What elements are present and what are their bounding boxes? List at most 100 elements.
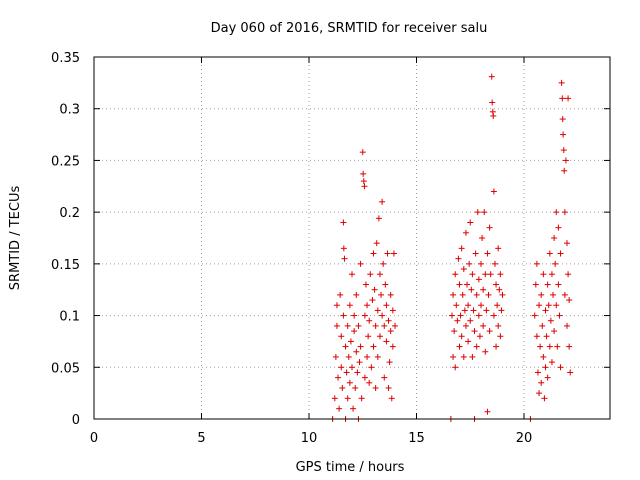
data-point bbox=[567, 369, 574, 376]
data-point bbox=[385, 384, 392, 391]
data-point bbox=[459, 291, 466, 298]
data-point bbox=[453, 302, 460, 309]
data-point bbox=[357, 260, 364, 267]
data-point bbox=[494, 302, 501, 309]
data-point bbox=[553, 302, 560, 309]
data-point bbox=[462, 229, 469, 236]
data-point bbox=[374, 353, 381, 360]
data-point bbox=[542, 307, 549, 314]
data-point bbox=[545, 302, 552, 309]
y-tick-label: 0.25 bbox=[51, 154, 80, 169]
data-point bbox=[452, 364, 459, 371]
data-point bbox=[366, 379, 373, 386]
data-point bbox=[557, 364, 564, 371]
data-point bbox=[335, 374, 342, 381]
data-point bbox=[343, 369, 350, 376]
data-point bbox=[460, 266, 467, 273]
data-point bbox=[468, 286, 475, 293]
data-point bbox=[464, 281, 471, 288]
data-point bbox=[497, 271, 504, 278]
data-point bbox=[548, 271, 555, 278]
data-point bbox=[392, 322, 398, 329]
data-point bbox=[358, 395, 365, 402]
data-point bbox=[338, 333, 345, 340]
data-point bbox=[462, 322, 469, 329]
data-point bbox=[546, 250, 553, 257]
data-point bbox=[495, 245, 502, 252]
data-point bbox=[344, 395, 351, 402]
data-point bbox=[351, 312, 358, 319]
data-point bbox=[340, 312, 347, 319]
data-point bbox=[339, 384, 346, 391]
data-point bbox=[536, 302, 543, 309]
data-point bbox=[559, 95, 566, 102]
data-point bbox=[484, 408, 491, 415]
data-point bbox=[353, 291, 360, 298]
data-point bbox=[552, 260, 559, 267]
data-point bbox=[452, 271, 459, 278]
data-point bbox=[364, 353, 371, 360]
data-point bbox=[488, 73, 495, 80]
data-point bbox=[551, 235, 558, 241]
data-point bbox=[338, 364, 345, 371]
y-tick-label: 0.35 bbox=[51, 51, 80, 66]
data-point bbox=[561, 167, 568, 174]
data-point bbox=[379, 312, 386, 319]
data-point bbox=[499, 291, 506, 298]
y-tick-label: 0.05 bbox=[51, 361, 80, 376]
x-tick-label: 0 bbox=[90, 431, 98, 446]
data-point bbox=[345, 353, 352, 360]
chart-title: Day 060 of 2016, SRMTID for receiver sal… bbox=[211, 21, 488, 36]
data-point bbox=[473, 291, 480, 298]
data-point bbox=[346, 302, 353, 309]
data-point bbox=[566, 297, 573, 304]
data-point bbox=[481, 209, 488, 216]
axis-ticks bbox=[93, 56, 610, 420]
data-point bbox=[491, 260, 498, 267]
data-point bbox=[450, 353, 457, 360]
data-point bbox=[465, 338, 472, 345]
data-point bbox=[533, 333, 540, 340]
data-point bbox=[531, 312, 538, 319]
data-point bbox=[448, 312, 455, 319]
data-point bbox=[560, 147, 567, 154]
data-point bbox=[555, 224, 562, 231]
data-point bbox=[361, 183, 368, 190]
data-point bbox=[473, 343, 480, 350]
data-point bbox=[474, 209, 481, 216]
data-point bbox=[384, 250, 391, 257]
data-point bbox=[469, 353, 476, 360]
data-point bbox=[341, 255, 348, 262]
x-tick-label: 5 bbox=[197, 431, 205, 446]
data-point bbox=[553, 209, 560, 216]
data-point bbox=[389, 307, 396, 314]
data-point bbox=[458, 333, 465, 340]
data-point bbox=[456, 343, 463, 350]
data-point bbox=[376, 271, 383, 278]
data-point bbox=[558, 79, 565, 86]
data-point bbox=[360, 178, 367, 185]
data-point bbox=[487, 271, 494, 278]
data-point bbox=[458, 245, 465, 252]
data-point bbox=[562, 157, 569, 164]
data-point bbox=[460, 353, 467, 360]
data-point bbox=[333, 322, 340, 329]
data-point bbox=[467, 219, 474, 226]
data-point bbox=[361, 374, 368, 381]
data-point bbox=[482, 271, 489, 278]
data-point bbox=[484, 250, 491, 257]
data-point bbox=[365, 333, 372, 340]
data-point bbox=[381, 374, 388, 381]
data-point bbox=[349, 271, 355, 278]
data-point bbox=[351, 328, 358, 335]
data-point bbox=[540, 353, 547, 360]
data-point bbox=[389, 343, 396, 350]
data-point bbox=[454, 317, 461, 324]
data-point bbox=[344, 322, 351, 329]
data-point bbox=[565, 271, 572, 278]
data-point bbox=[548, 359, 555, 366]
data-point bbox=[381, 322, 388, 329]
data-point bbox=[544, 281, 551, 288]
data-point bbox=[559, 116, 566, 123]
data-point bbox=[561, 291, 568, 298]
